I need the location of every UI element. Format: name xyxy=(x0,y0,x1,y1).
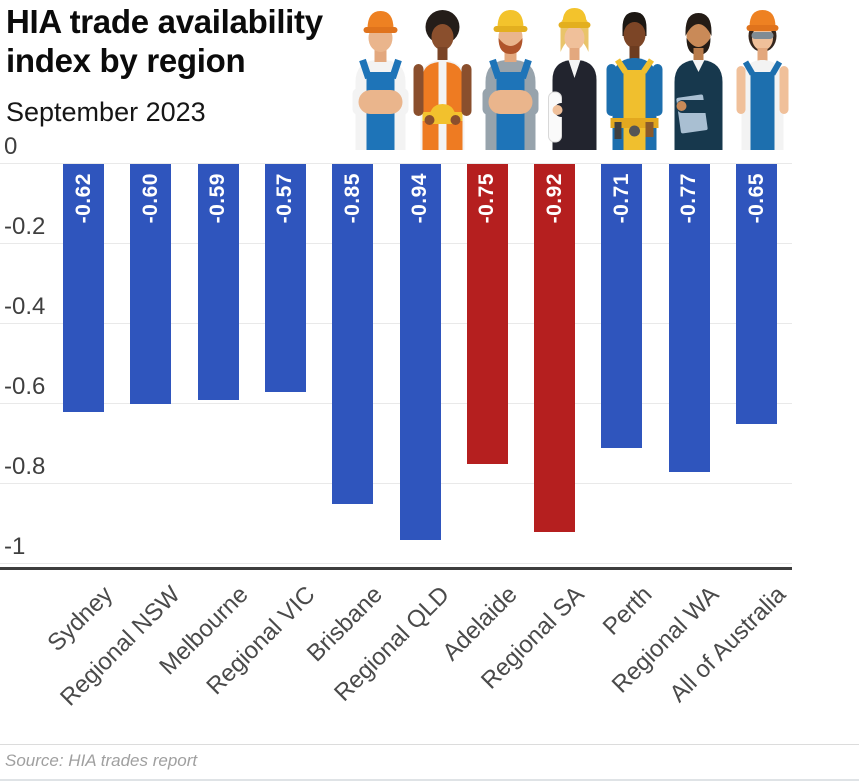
worker-figure xyxy=(413,10,472,150)
chart-subtitle: September 2023 xyxy=(6,97,206,127)
bar-value-label: -0.65 xyxy=(744,173,768,224)
bar-value-label: -0.57 xyxy=(273,173,297,224)
worker-figure xyxy=(548,8,597,150)
y-tick-label: -1 xyxy=(4,533,26,560)
y-gridline xyxy=(0,403,792,404)
chart-title: HIA trade availability index by region xyxy=(6,3,323,79)
bar-value-label: -0.62 xyxy=(71,173,95,224)
y-tick-label: -0.4 xyxy=(4,293,46,320)
x-axis-label: Perth xyxy=(597,581,657,641)
bar-all-of-australia: -0.65 xyxy=(736,164,777,424)
bar-value-label: -0.85 xyxy=(340,173,364,224)
bar-regional-sa: -0.92 xyxy=(534,164,576,532)
worker-figure xyxy=(606,12,663,150)
worker-figure xyxy=(736,10,789,150)
x-axis-label: All of Australia xyxy=(664,581,792,708)
y-gridline xyxy=(0,163,792,164)
y-gridline xyxy=(0,483,792,484)
bar-melbourne: -0.59 xyxy=(197,164,239,400)
bar-regional-wa: -0.77 xyxy=(668,164,710,472)
bar-sydney: -0.62 xyxy=(63,164,104,412)
bar-value-label: -0.94 xyxy=(408,173,431,224)
y-tick-label: -0.8 xyxy=(4,453,46,480)
bar-value-label: -0.75 xyxy=(475,173,499,224)
source-text: Source: HIA trades report xyxy=(5,751,198,770)
footer-divider xyxy=(0,744,859,745)
y-tick-label: -0.2 xyxy=(4,213,46,240)
worker-figure xyxy=(352,11,409,150)
y-tick-label: 0 xyxy=(4,133,18,160)
worker-figure xyxy=(674,13,723,150)
bar-value-label: -0.92 xyxy=(542,173,566,224)
bar-brisbane: -0.85 xyxy=(332,164,374,504)
bar-value-label: -0.60 xyxy=(138,173,162,224)
bar-perth: -0.71 xyxy=(601,164,643,448)
worker-figure xyxy=(482,10,539,150)
y-tick-label: -0.6 xyxy=(4,373,46,400)
bar-value-label: -0.59 xyxy=(206,173,230,224)
bar-adelaide: -0.75 xyxy=(466,164,508,464)
bar-value-label: -0.71 xyxy=(609,173,633,224)
bar-regional-qld: -0.94 xyxy=(399,164,441,540)
y-gridline xyxy=(0,323,792,324)
y-gridline xyxy=(0,563,792,564)
axis-baseline xyxy=(0,567,792,570)
bar-value-label: -0.77 xyxy=(677,173,701,224)
y-gridline xyxy=(0,243,792,244)
bar-regional-nsw: -0.60 xyxy=(130,164,172,404)
construction-workers-illustration xyxy=(352,8,789,150)
bar-regional-vic: -0.57 xyxy=(264,164,306,392)
